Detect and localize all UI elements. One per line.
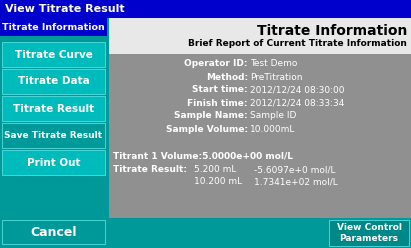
Text: Print Out: Print Out	[27, 157, 80, 167]
Text: Sample Volume:: Sample Volume:	[166, 124, 248, 133]
Text: Method:: Method:	[206, 72, 248, 82]
Bar	[109, 54, 411, 218]
Text: Operator ID:: Operator ID:	[185, 60, 248, 68]
Text: 2012/12/24 08:30:00: 2012/12/24 08:30:00	[250, 86, 344, 94]
Text: 10.200 mL: 10.200 mL	[194, 177, 242, 186]
Bar	[2, 123, 105, 148]
Bar	[2, 42, 105, 67]
Bar	[2, 69, 105, 94]
Text: Finish time:: Finish time:	[187, 98, 248, 107]
Text: View Titrate Result: View Titrate Result	[5, 4, 125, 14]
Text: 5.200 mL: 5.200 mL	[194, 165, 236, 174]
Bar	[329, 220, 409, 246]
Text: 2012/12/24 08:33:34: 2012/12/24 08:33:34	[250, 98, 344, 107]
Bar	[2, 96, 105, 121]
Text: 10.000mL: 10.000mL	[250, 124, 295, 133]
Bar	[2, 150, 105, 175]
Bar	[109, 18, 411, 54]
Text: Titrate Result: Titrate Result	[13, 103, 94, 114]
Bar	[2, 220, 105, 244]
Text: Titrate Information: Titrate Information	[2, 23, 105, 31]
Text: 1.7341e+02 mol/L: 1.7341e+02 mol/L	[254, 177, 338, 186]
Text: Titrate Data: Titrate Data	[18, 76, 89, 87]
Text: Sample Name:: Sample Name:	[174, 112, 248, 121]
Bar	[0, 18, 107, 36]
Text: -5.6097e+0 mol/L: -5.6097e+0 mol/L	[254, 165, 335, 174]
Text: Titrate Result:: Titrate Result:	[113, 165, 187, 174]
Bar	[109, 218, 411, 248]
Text: Test Demo: Test Demo	[250, 60, 297, 68]
Text: Cancel: Cancel	[30, 225, 77, 239]
Text: Titrate Information: Titrate Information	[256, 24, 407, 38]
Text: Brief Report of Current Titrate Information: Brief Report of Current Titrate Informat…	[188, 39, 407, 49]
Text: Titrate Curve: Titrate Curve	[14, 50, 92, 60]
Bar	[0, 18, 107, 248]
Text: PreTitration: PreTitration	[250, 72, 302, 82]
Text: Sample ID: Sample ID	[250, 112, 296, 121]
Text: Save Titrate Result: Save Titrate Result	[5, 131, 103, 140]
Bar	[0, 0, 411, 18]
Text: View Control
Parameters: View Control Parameters	[337, 223, 402, 243]
Text: Start time:: Start time:	[192, 86, 248, 94]
Text: Titrant 1 Volume:5.0000e+00 mol/L: Titrant 1 Volume:5.0000e+00 mol/L	[113, 151, 293, 160]
